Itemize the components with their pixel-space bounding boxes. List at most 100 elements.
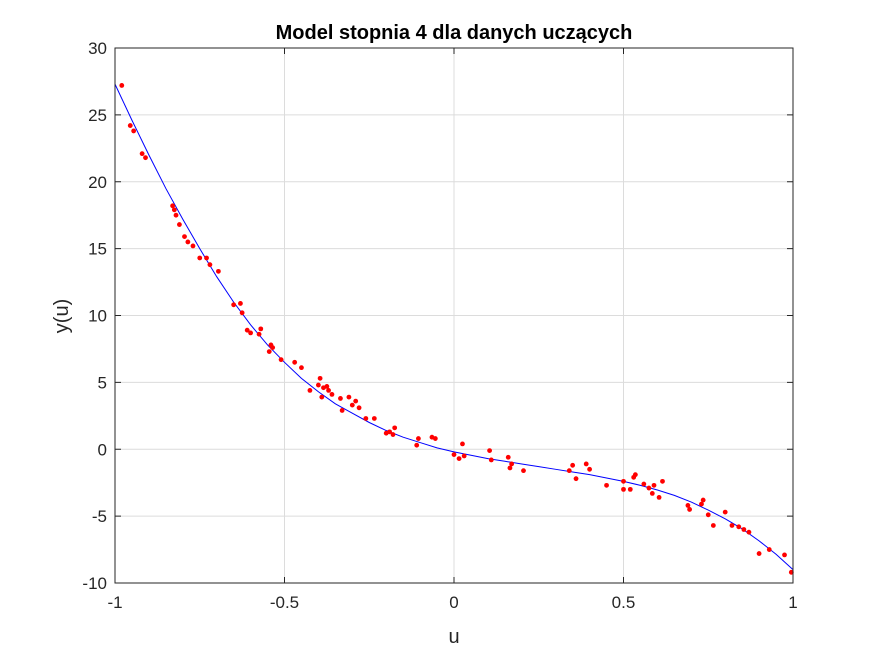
y-tick-label: 15 xyxy=(88,240,107,259)
data-point xyxy=(173,212,179,218)
data-point xyxy=(238,301,243,306)
data-point xyxy=(621,486,626,492)
data-point xyxy=(390,432,396,437)
y-tick-label: -5 xyxy=(92,507,107,526)
x-tick-label: 1 xyxy=(788,593,797,612)
data-point xyxy=(521,468,526,474)
data-point xyxy=(756,551,762,556)
data-point xyxy=(627,486,633,492)
data-point xyxy=(487,448,492,453)
data-point xyxy=(231,302,237,308)
data-point xyxy=(326,388,331,393)
data-point xyxy=(414,442,420,448)
data-point xyxy=(204,255,209,261)
data-point xyxy=(722,509,728,515)
data-point xyxy=(766,547,772,552)
data-point xyxy=(573,476,579,482)
data-point xyxy=(339,408,345,413)
data-point xyxy=(371,416,377,421)
data-point xyxy=(392,425,398,431)
y-tick-label: 20 xyxy=(88,173,107,192)
data-point xyxy=(139,151,145,157)
data-point xyxy=(170,203,176,209)
data-point xyxy=(451,452,457,457)
x-tick-label: -1 xyxy=(107,593,122,612)
data-point xyxy=(319,394,325,400)
y-tick-label: -10 xyxy=(82,574,107,593)
data-point xyxy=(656,495,662,500)
data-point xyxy=(270,345,276,350)
data-point xyxy=(570,462,576,468)
data-point xyxy=(432,436,438,441)
data-point xyxy=(197,255,203,261)
data-point xyxy=(632,472,638,478)
data-point xyxy=(143,155,148,161)
data-point xyxy=(131,128,137,134)
data-point xyxy=(699,501,704,507)
data-point xyxy=(119,83,125,88)
data-point xyxy=(278,357,284,363)
data-point xyxy=(248,330,254,336)
chart-title: Model stopnia 4 dla danych uczących xyxy=(276,22,633,44)
y-axis-label: y(u) xyxy=(51,299,73,333)
data-point xyxy=(461,453,467,459)
data-point xyxy=(456,456,462,462)
x-tick-label: 0 xyxy=(449,593,458,612)
data-point xyxy=(416,436,421,441)
data-point xyxy=(621,478,626,484)
data-point xyxy=(782,552,787,558)
x-axis-ticks: -1 -0.5 0 0.5 1 xyxy=(107,48,798,612)
data-point xyxy=(182,234,187,239)
data-point xyxy=(299,365,304,371)
data-point xyxy=(387,429,392,435)
y-tick-label: 5 xyxy=(98,373,107,392)
model-curve xyxy=(114,83,794,571)
data-point xyxy=(705,512,711,518)
data-point xyxy=(604,482,609,488)
data-point xyxy=(190,243,196,249)
data-point xyxy=(729,523,735,528)
y-tick-label: 10 xyxy=(88,307,107,326)
x-axis-label: u xyxy=(448,626,459,648)
data-point xyxy=(641,481,647,487)
data-point xyxy=(216,268,221,274)
x-tick-label: 0.5 xyxy=(612,593,636,612)
y-tick-label: 25 xyxy=(88,106,107,125)
data-point xyxy=(177,222,182,227)
y-tick-label: 0 xyxy=(98,440,107,459)
data-point xyxy=(349,402,355,408)
data-point xyxy=(651,482,657,488)
data-point xyxy=(266,349,272,355)
data-point xyxy=(356,405,362,411)
data-point xyxy=(736,524,742,530)
data-point xyxy=(329,392,335,397)
data-point xyxy=(746,529,752,535)
data-point xyxy=(583,461,589,467)
data-point xyxy=(710,523,716,528)
data-point xyxy=(185,239,191,245)
data-point xyxy=(244,327,250,333)
x-tick-label: -0.5 xyxy=(270,593,299,612)
model-curve-layer xyxy=(114,83,794,571)
data-point xyxy=(127,123,133,128)
data-point xyxy=(316,382,321,388)
data-point xyxy=(646,485,652,491)
data-point xyxy=(488,457,494,463)
data-point xyxy=(317,375,323,381)
data-point xyxy=(307,388,313,393)
y-tick-label: 30 xyxy=(88,39,107,58)
data-point xyxy=(258,326,264,332)
data-point xyxy=(507,465,513,471)
data-point xyxy=(505,454,511,460)
data-point xyxy=(338,396,343,401)
data-point xyxy=(587,466,592,472)
data-point xyxy=(171,207,177,213)
data-point xyxy=(292,359,298,365)
data-point xyxy=(687,507,692,512)
data-point xyxy=(239,310,245,316)
data-points-layer xyxy=(119,83,794,575)
data-point xyxy=(363,416,369,421)
data-point xyxy=(649,490,655,496)
data-point xyxy=(741,527,747,532)
